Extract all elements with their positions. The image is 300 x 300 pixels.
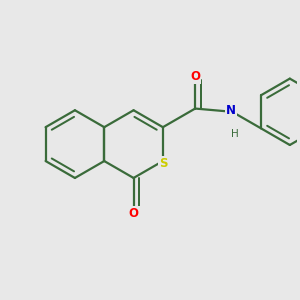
Text: O: O (190, 70, 200, 83)
Text: N: N (226, 104, 236, 117)
Text: S: S (159, 157, 168, 170)
Text: O: O (129, 207, 139, 220)
Text: H: H (231, 129, 239, 139)
